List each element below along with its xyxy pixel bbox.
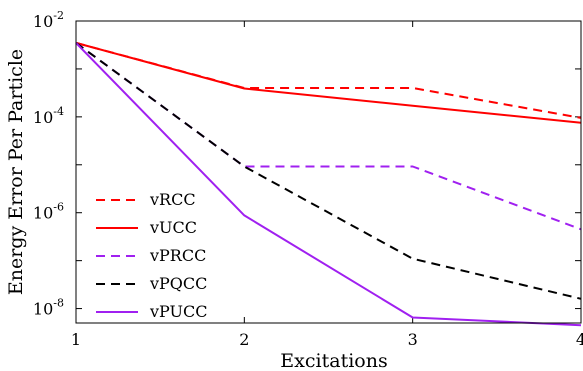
legend: vRCC vUCC vPRCC vPQCC vPUCC — [96, 190, 208, 321]
plot-frame — [75, 20, 582, 324]
y-tick-label: 10-6 — [33, 201, 64, 223]
series-line-vrcc — [75, 41, 582, 119]
x-tick-label: 3 — [408, 330, 418, 349]
x-tick-labels: 1 2 3 4 — [71, 330, 583, 349]
x-axis-title: Excitations — [280, 350, 387, 371]
series-line-vucc — [75, 41, 582, 124]
series-line-vpucc — [75, 42, 582, 327]
series-lines — [75, 41, 582, 327]
legend-label-vucc: vUCC — [149, 218, 197, 237]
legend-label-vprcc: vPRCC — [149, 246, 206, 265]
x-tick-label: 4 — [576, 330, 583, 349]
series-line-vpqcc — [75, 42, 582, 300]
x-tick-label: 2 — [239, 330, 249, 349]
y-tick-label: 10-4 — [33, 105, 64, 127]
y-tick-label: 10-2 — [33, 9, 64, 31]
legend-label-vpqcc: vPQCC — [149, 274, 207, 293]
series-line-vprcc — [75, 42, 582, 231]
x-tick-label: 1 — [71, 330, 81, 349]
legend-label-vrcc: vRCC — [149, 190, 196, 209]
legend-label-vpucc: vPUCC — [149, 302, 208, 321]
y-tick-labels: 10-2 10-4 10-6 10-8 — [33, 9, 64, 319]
y-tick-label: 10-8 — [33, 297, 64, 319]
y-axis-title: Energy Error Per Particle — [5, 49, 27, 295]
